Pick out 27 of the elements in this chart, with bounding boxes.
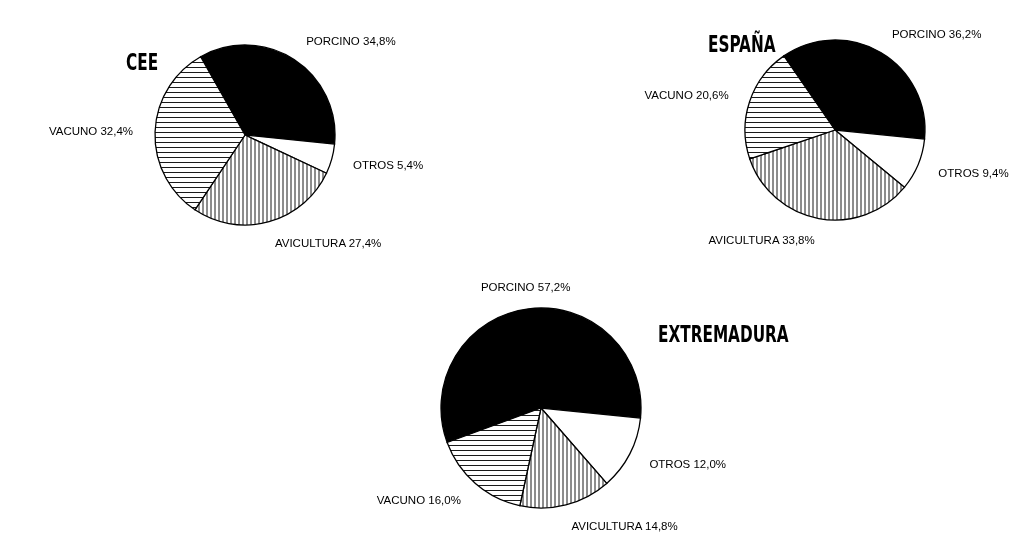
data-label: 33,8% <box>782 234 815 247</box>
data-label: 27,4% <box>348 236 382 249</box>
data-label: 9,4% <box>982 167 1009 180</box>
text: EXTREMADURA <box>658 320 789 348</box>
data-label: 14,8% <box>645 520 678 533</box>
slice-label: PORCINO <box>480 280 535 293</box>
data-label: 34,8% <box>363 35 396 48</box>
data-label: 57,2% <box>537 280 571 293</box>
data-label: 5,4% <box>397 158 424 171</box>
slice-label: OTROS <box>938 167 980 180</box>
chart-title: ESPAÑA <box>708 30 776 58</box>
data-label: 36,2% <box>948 27 982 40</box>
slice-label: VACUNO <box>644 88 693 101</box>
slice-label: PORCINO <box>306 35 360 48</box>
slice-label: OTROS <box>352 158 394 171</box>
slice-label: PORCINO <box>891 27 946 40</box>
slice-label: AVICULTURA <box>571 520 642 533</box>
text: CEE <box>126 48 159 76</box>
data-label: 32,4% <box>100 124 134 137</box>
data-label: 12,0% <box>693 458 727 471</box>
slice-label: VACUNO <box>376 494 426 507</box>
slice-label: OTROS <box>649 458 691 471</box>
slice-label: AVICULTURA <box>708 234 779 247</box>
data-label: 16,0% <box>428 494 461 507</box>
slice-label: VACUNO <box>48 124 98 137</box>
slice-label: AVICULTURA <box>274 236 346 249</box>
data-label: 20,6% <box>696 88 729 101</box>
